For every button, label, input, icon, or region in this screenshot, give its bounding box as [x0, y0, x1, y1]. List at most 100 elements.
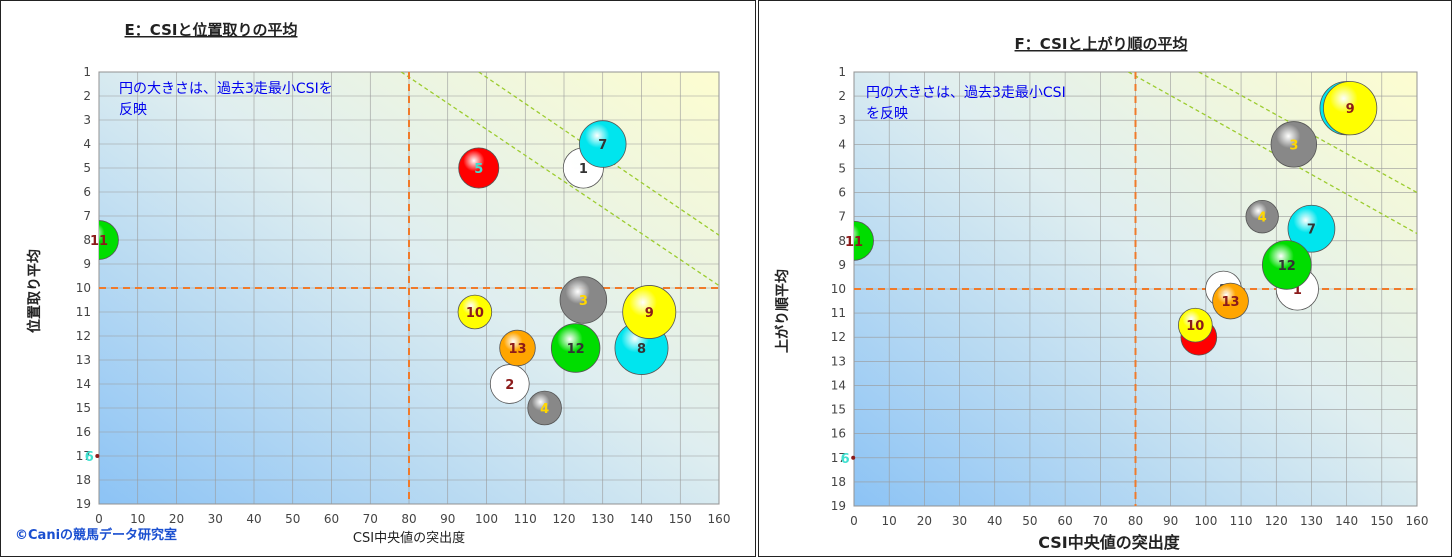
bubble-4: 4	[527, 390, 562, 426]
x-tick-label: 0	[850, 514, 858, 528]
bubble-12: 12	[550, 323, 601, 373]
x-tick-label: 140	[1335, 514, 1358, 528]
x-tick-label: 40	[987, 514, 1002, 528]
x-tick-label: 0	[95, 512, 103, 526]
bubble-marker	[851, 455, 856, 460]
bubble-label: 1	[1293, 283, 1302, 298]
y-tick-label: 7	[83, 209, 91, 223]
y-tick-label: 17	[76, 449, 91, 463]
bubble-label: 6	[85, 450, 94, 465]
bubble-5: 5	[458, 147, 500, 189]
y-tick-label: 19	[831, 499, 846, 513]
bubble-label: 9	[1346, 102, 1355, 117]
x-tick-label: 60	[1057, 514, 1072, 528]
x-tick-label: 100	[475, 512, 498, 526]
bubble-circle	[99, 220, 119, 260]
y-tick-label: 6	[83, 185, 91, 199]
note-line: 円の大きさは、過去3走最小CSI	[866, 85, 1066, 101]
diagonal-guide-1	[1128, 72, 1417, 235]
y-tick-label: 2	[838, 89, 846, 103]
y-tick-label: 19	[76, 497, 91, 511]
chart-title: F：CSIと上がり順の平均	[1015, 35, 1188, 53]
y-tick-label: 9	[838, 258, 846, 272]
bubble-label: 2	[505, 378, 514, 393]
bubble-label: 3	[579, 294, 588, 309]
bubble-label: 6	[841, 452, 850, 467]
y-tick-label: 8	[838, 234, 846, 248]
x-tick-label: 20	[917, 514, 932, 528]
y-tick-label: 3	[83, 113, 91, 127]
bubble-label: 1	[579, 162, 588, 177]
bubble-label: 3	[1289, 138, 1298, 153]
x-tick-label: 70	[363, 512, 378, 526]
bubble-3: 3	[1270, 121, 1318, 168]
x-tick-label: 150	[669, 512, 692, 526]
y-tick-label: 4	[83, 137, 91, 151]
diagonal-guide-1	[400, 72, 719, 287]
bubble-label: 11	[845, 235, 863, 250]
y-tick-label: 16	[831, 427, 846, 441]
y-tick-label: 7	[838, 210, 846, 224]
x-tick-label: 110	[514, 512, 537, 526]
x-tick-label: 10	[130, 512, 145, 526]
chart-f-svg: 0 10 20 30 40 50 60 70 80 90 100 110 120 130 140 150 160…	[774, 35, 1428, 552]
bubble-6: 6	[841, 452, 856, 467]
bubble-circle	[622, 285, 677, 339]
bubble-circle	[499, 329, 536, 367]
y-axis-label: 上がり順平均	[774, 269, 791, 353]
bubble-circle	[1323, 81, 1378, 136]
bubble-circle	[1177, 307, 1213, 343]
y-tick-label: 13	[831, 354, 846, 368]
bubble-label: 5	[474, 162, 483, 177]
bubble-label: 13	[1221, 295, 1239, 310]
chart-title: E：CSIと位置取りの平均	[125, 21, 298, 39]
bubble-circle	[1287, 204, 1336, 253]
x-tick-label: 60	[324, 512, 339, 526]
y-tick-label: 11	[831, 306, 846, 320]
bubble-circle	[457, 294, 493, 330]
bubble-4: 4	[1245, 199, 1279, 234]
bubble-9: 9	[622, 285, 677, 339]
x-tick-label: 130	[591, 512, 614, 526]
x-tick-label: 160	[708, 512, 731, 526]
x-tick-label: 80	[1128, 514, 1143, 528]
bubble-10: 10	[457, 294, 493, 330]
x-tick-label: 100	[1194, 514, 1217, 528]
bubble-6: 6	[85, 450, 100, 465]
bubble-label: 4	[1258, 211, 1267, 226]
bubble-label: 13	[508, 342, 526, 357]
bubble-label: 9	[645, 306, 654, 321]
note-line: 円の大きさは、過去3走最小CSIを	[119, 81, 333, 97]
bubble-label: 12	[567, 342, 585, 357]
y-tick-label: 3	[838, 113, 846, 127]
y-tick-label: 18	[831, 475, 846, 489]
x-tick-label: 130	[1300, 514, 1323, 528]
bubble-13: 13	[1212, 282, 1249, 320]
x-tick-label: 10	[882, 514, 897, 528]
bubble-label: 12	[1278, 259, 1296, 274]
bubble-11: 11	[90, 220, 119, 260]
bubble-circle	[854, 220, 874, 261]
x-tick-label: 50	[1022, 514, 1037, 528]
x-tick-label: 120	[553, 512, 576, 526]
bubble-circle	[550, 323, 601, 373]
bubble-circle	[458, 147, 500, 189]
bubble-circle	[527, 390, 562, 426]
y-tick-label: 10	[831, 282, 846, 296]
bubble-circle	[1261, 240, 1312, 290]
bubble-label: 10	[466, 306, 484, 321]
y-tick-label: 17	[831, 451, 846, 465]
note-line: 反映	[119, 102, 147, 118]
bubble-circle	[579, 120, 627, 168]
chart-panel-f: 0 10 20 30 40 50 60 70 80 90 100 110 120 130 140 150 160…	[758, 0, 1452, 557]
x-tick-label: 40	[246, 512, 261, 526]
y-tick-label: 10	[76, 281, 91, 295]
y-tick-label: 18	[76, 473, 91, 487]
y-tick-label: 12	[831, 330, 846, 344]
bubble-2: 2	[489, 364, 530, 404]
chart-e-svg: 0 10 20 30 40 50 60 70 80 90 100 110 120 130 140 150 160…	[15, 21, 731, 546]
bubble-label: 8	[637, 342, 646, 357]
x-tick-label: 50	[285, 512, 300, 526]
y-tick-label: 8	[83, 233, 91, 247]
bubble-10: 10	[1177, 307, 1213, 343]
